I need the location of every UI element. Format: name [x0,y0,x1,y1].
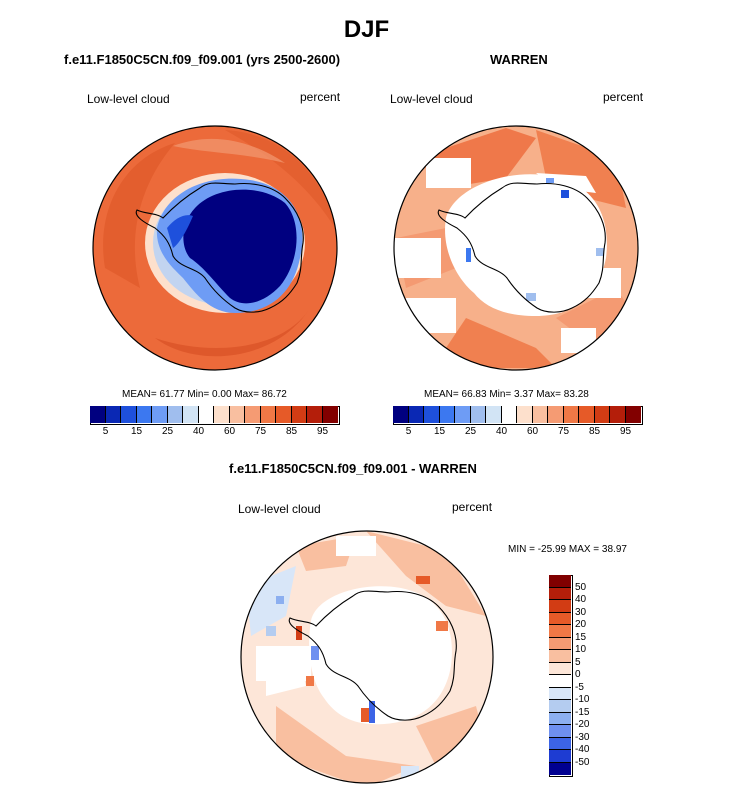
left-colorbar-swatch [90,406,106,423]
diff-polar-map [240,530,494,784]
diff-colorbar-tick: 15 [575,631,587,643]
right-colorbar-tick: 40 [495,426,508,437]
diff-colorbar-swatch [549,712,571,725]
diff-colorbar-swatch [549,750,571,763]
diff-colorbar-swatch [549,600,571,613]
right-colorbar-tick: 60 [526,426,539,437]
right-colorbar-tick: 25 [464,426,477,437]
left-units-label: percent [300,90,341,104]
right-colorbar-swatch [517,406,533,423]
right-colorbar-swatch [424,406,440,423]
left-colorbar-swatch [322,406,338,423]
diff-colorbar-swatch [549,725,571,738]
left-colorbar-swatch [152,406,168,423]
diff-colorbar-swatch [549,737,571,750]
diff-colorbar-tick: -20 [575,719,590,730]
page-title: DJF [343,16,390,43]
right-colorbar-swatch [610,406,626,423]
right-polar-map [393,125,639,371]
diff-colorbar-swatch [549,575,571,588]
right-colorbar-swatch [486,406,502,423]
diff-colorbar: 50 40 30 20 15 10 5 0 -5 -10 -15 -20 -30 -40 -50 [549,575,589,777]
right-colorbar-swatch [532,406,548,423]
right-colorbar-swatch [594,406,610,423]
diff-colorbar-tick: 20 [575,619,587,630]
diff-colorbar-tick: -40 [575,744,590,755]
left-colorbar-swatch [260,406,276,423]
left-colorbar-tick: 15 [130,426,143,437]
right-colorbar: 5 15 25 40 60 75 85 95 [393,406,643,437]
left-colorbar-swatch [276,406,292,423]
left-colorbar-swatch [136,406,152,423]
left-stats: MEAN= 61.77 Min= 0.00 Max= 86.72 [122,389,287,400]
left-variable-label: Low-level cloud [87,92,170,106]
left-colorbar-swatch [198,406,214,423]
left-colorbar-tick: 40 [192,426,205,437]
diff-colorbar-swatch [549,650,571,663]
diff-colorbar-tick: 5 [575,656,581,668]
left-colorbar-swatch [229,406,245,423]
diff-colorbar-swatch [549,700,571,713]
right-colorbar-swatch [501,406,517,423]
right-colorbar-tick: 75 [557,426,570,437]
diff-colorbar-swatch [549,625,571,638]
left-colorbar-tick: 75 [254,426,267,437]
diff-colorbar-tick: -10 [575,694,590,705]
left-colorbar-swatch [307,406,323,423]
diff-colorbar-tick: 0 [575,669,581,680]
right-colorbar-swatch [563,406,579,423]
left-colorbar-swatch [183,406,199,423]
diff-stats: MIN = -25.99 MAX = 38.97 [508,544,627,555]
right-colorbar-swatch [470,406,486,423]
diff-colorbar-tick: -15 [575,706,590,718]
diff-colorbar-tick: 30 [575,606,587,618]
diff-colorbar-tick: -30 [575,731,590,743]
left-polar-map [92,125,338,371]
right-panel-title: WARREN [490,52,548,67]
left-panel-title: f.e11.F1850C5CN.f09_f09.001 (yrs 2500-26… [64,52,341,67]
left-colorbar-swatch [291,406,307,423]
left-colorbar-swatch [167,406,183,423]
left-colorbar-swatch [121,406,137,423]
right-colorbar-swatch [625,406,641,423]
diff-colorbar-swatch [549,612,571,625]
diff-colorbar-tick: 40 [575,594,587,605]
left-colorbar-tick: 5 [102,426,109,437]
diff-colorbar-swatch [549,637,571,650]
left-colorbar-tick: 25 [161,426,174,437]
right-colorbar-swatch [408,406,424,423]
left-colorbar-swatch [105,406,121,423]
right-colorbar-swatch [548,406,564,423]
right-colorbar-tick: 15 [433,426,446,437]
diff-colorbar-tick: -50 [575,756,590,768]
diff-colorbar-swatch [549,587,571,600]
left-colorbar-tick: 95 [316,426,329,437]
right-colorbar-tick: 5 [405,426,412,437]
diff-colorbar-swatch [549,762,571,775]
left-colorbar-tick: 85 [285,426,298,437]
right-variable-label: Low-level cloud [390,92,473,106]
left-colorbar-swatch [214,406,230,423]
diff-panel-title: f.e11.F1850C5CN.f09_f09.001 - WARREN [229,461,477,476]
diff-colorbar-tick: 10 [575,644,587,655]
diff-colorbar-swatch [549,662,571,675]
diff-colorbar-swatch [549,687,571,700]
left-colorbar-swatch [245,406,261,423]
right-stats: MEAN= 66.83 Min= 3.37 Max= 83.28 [424,389,589,400]
diff-colorbar-tick: 50 [575,581,587,593]
diff-units-label: percent [452,500,493,514]
right-colorbar-swatch [439,406,455,423]
right-colorbar-swatch [455,406,471,423]
right-colorbar-swatch [579,406,595,423]
right-colorbar-tick: 85 [588,426,601,437]
right-colorbar-tick: 95 [619,426,632,437]
diff-variable-label: Low-level cloud [238,502,321,516]
diff-colorbar-tick: -5 [575,681,584,693]
left-colorbar-tick: 60 [223,426,236,437]
diff-colorbar-swatch [549,675,571,688]
right-colorbar-swatch [393,406,409,423]
left-colorbar: 5 15 25 40 60 75 85 95 [90,406,340,437]
right-units-label: percent [603,90,644,104]
